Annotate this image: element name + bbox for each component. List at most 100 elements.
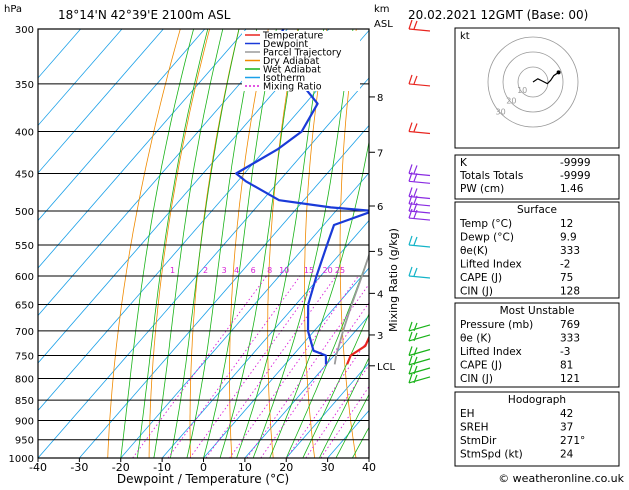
hodograph-table-value: 42 [560,408,573,420]
wind-barb-flag [413,347,418,356]
pressure-tick-label: 400 [15,128,34,139]
most-unstable-value: 333 [560,333,580,345]
wind-barb [408,74,431,87]
surface-value: 12 [560,218,573,230]
wet-adiabat-line [236,29,325,458]
wind-barb-flag [408,331,413,342]
hodograph-table-label: EH [460,408,475,420]
hodograph-table-label: StmSpd (kt) [460,449,523,461]
wind-barb-staff [408,348,431,357]
pressure-tick-label: 1000 [9,454,34,465]
hodograph-ring-label: 30 [496,107,506,116]
pressure-tick-label: 700 [15,327,34,338]
wind-barb-flag [413,356,418,366]
plot-frame [37,28,370,459]
wind-barb-flag [413,123,418,132]
most-unstable-value: 769 [560,319,580,331]
x-tick-label: -40 [29,461,47,474]
legend-label: Dewpoint [263,39,308,50]
mixing-ratio-label: 2 [203,266,208,275]
location-title: 18°14'N 42°39'E 2100m ASL [58,8,231,22]
isotherm-line [38,29,164,174]
wind-barb [408,346,431,357]
wet-adiabat-line [120,29,194,458]
wind-barb-flag [413,173,418,182]
mixing-ratio-label: 6 [251,266,256,275]
parcel-trajectory-series [333,252,369,365]
isotherm-line [285,362,369,458]
wind-barb [408,194,431,207]
pressure-tick-label: 800 [15,374,34,385]
surface-title: Surface [517,204,557,216]
wet-adiabat-line [153,29,224,458]
surface-value: 333 [560,245,580,257]
mixing-ratio-label: 4 [234,266,239,275]
isotherm-line [38,29,330,364]
pressure-tick-label: 300 [15,25,34,36]
wind-barb-flag [408,194,413,205]
wind-barb [408,235,431,248]
wind-barb-flag [408,172,413,182]
wind-barb-flag [408,122,413,132]
isotherm-line [38,29,206,222]
legend-label: Wet Adiabat [263,65,321,76]
wind-barb [408,164,431,177]
surface-value: -2 [560,259,570,271]
pressure-tick-label: 600 [15,272,34,283]
wind-barb-flag [408,19,413,30]
hodograph-ring [517,66,549,98]
wind-barb-flag [408,208,413,219]
table-box [454,154,620,200]
wind-barb-staff [408,275,431,279]
dry-adiabat-line [267,29,298,458]
pressure-tick-label: 350 [15,80,34,91]
copyright: © weatheronline.co.uk [498,472,624,485]
wind-barb-staff [408,180,431,184]
wind-barb-flag [413,236,418,246]
dry-adiabat-line [408,29,439,458]
wind-barb-staff [408,358,431,366]
pressure-tick-label: 650 [15,301,34,312]
most-unstable-label: Lifted Index [460,346,522,358]
dry-adiabat-line [229,29,269,458]
dry-adiabat-line [620,29,629,458]
mixing-ratio-label: 15 [304,266,314,275]
x-tick-label: 40 [362,461,376,474]
wind-barb-flag [413,267,418,277]
legend-bg [242,31,360,91]
most-unstable-value: 121 [560,373,580,385]
wind-barb-flag [413,322,418,332]
x-tick-label: -30 [70,461,88,474]
surface-value: 75 [560,272,573,284]
wind-barb [408,331,431,342]
x-tick-label: 0 [200,461,207,474]
hodograph-ring-label: 20 [506,97,516,106]
surface-label: Lifted Index [460,259,522,271]
wind-barb-flag [408,266,413,277]
wet-adiabat-line [319,356,369,458]
km-label: km [374,4,390,15]
index-label: PW (cm) [460,183,504,195]
table-box [454,201,620,299]
wind-barb-staff [408,172,431,177]
hodograph-ring [502,51,564,113]
wind-barb [408,201,431,214]
index-value: -9999 [560,157,591,169]
isotherm-line [120,172,369,458]
surface-label: CAPE (J) [460,272,502,284]
wind-barb [408,373,431,384]
wind-barb-staff [408,334,431,342]
wet-adiabat-line [203,29,277,458]
index-label: Totals Totals [459,170,523,182]
wet-adiabat-line [252,29,354,458]
hpa-label: hPa [4,4,22,15]
isotherm-line [38,29,123,127]
height-tick-label: 5 [377,247,383,258]
wind-barb-staff [408,217,431,221]
wind-barb-staff [408,130,431,135]
x-tick-label: -10 [153,461,171,474]
isotherm-line [244,314,369,458]
index-value: 1.46 [560,183,584,195]
mixing-ratio-label: 20 [323,266,333,275]
